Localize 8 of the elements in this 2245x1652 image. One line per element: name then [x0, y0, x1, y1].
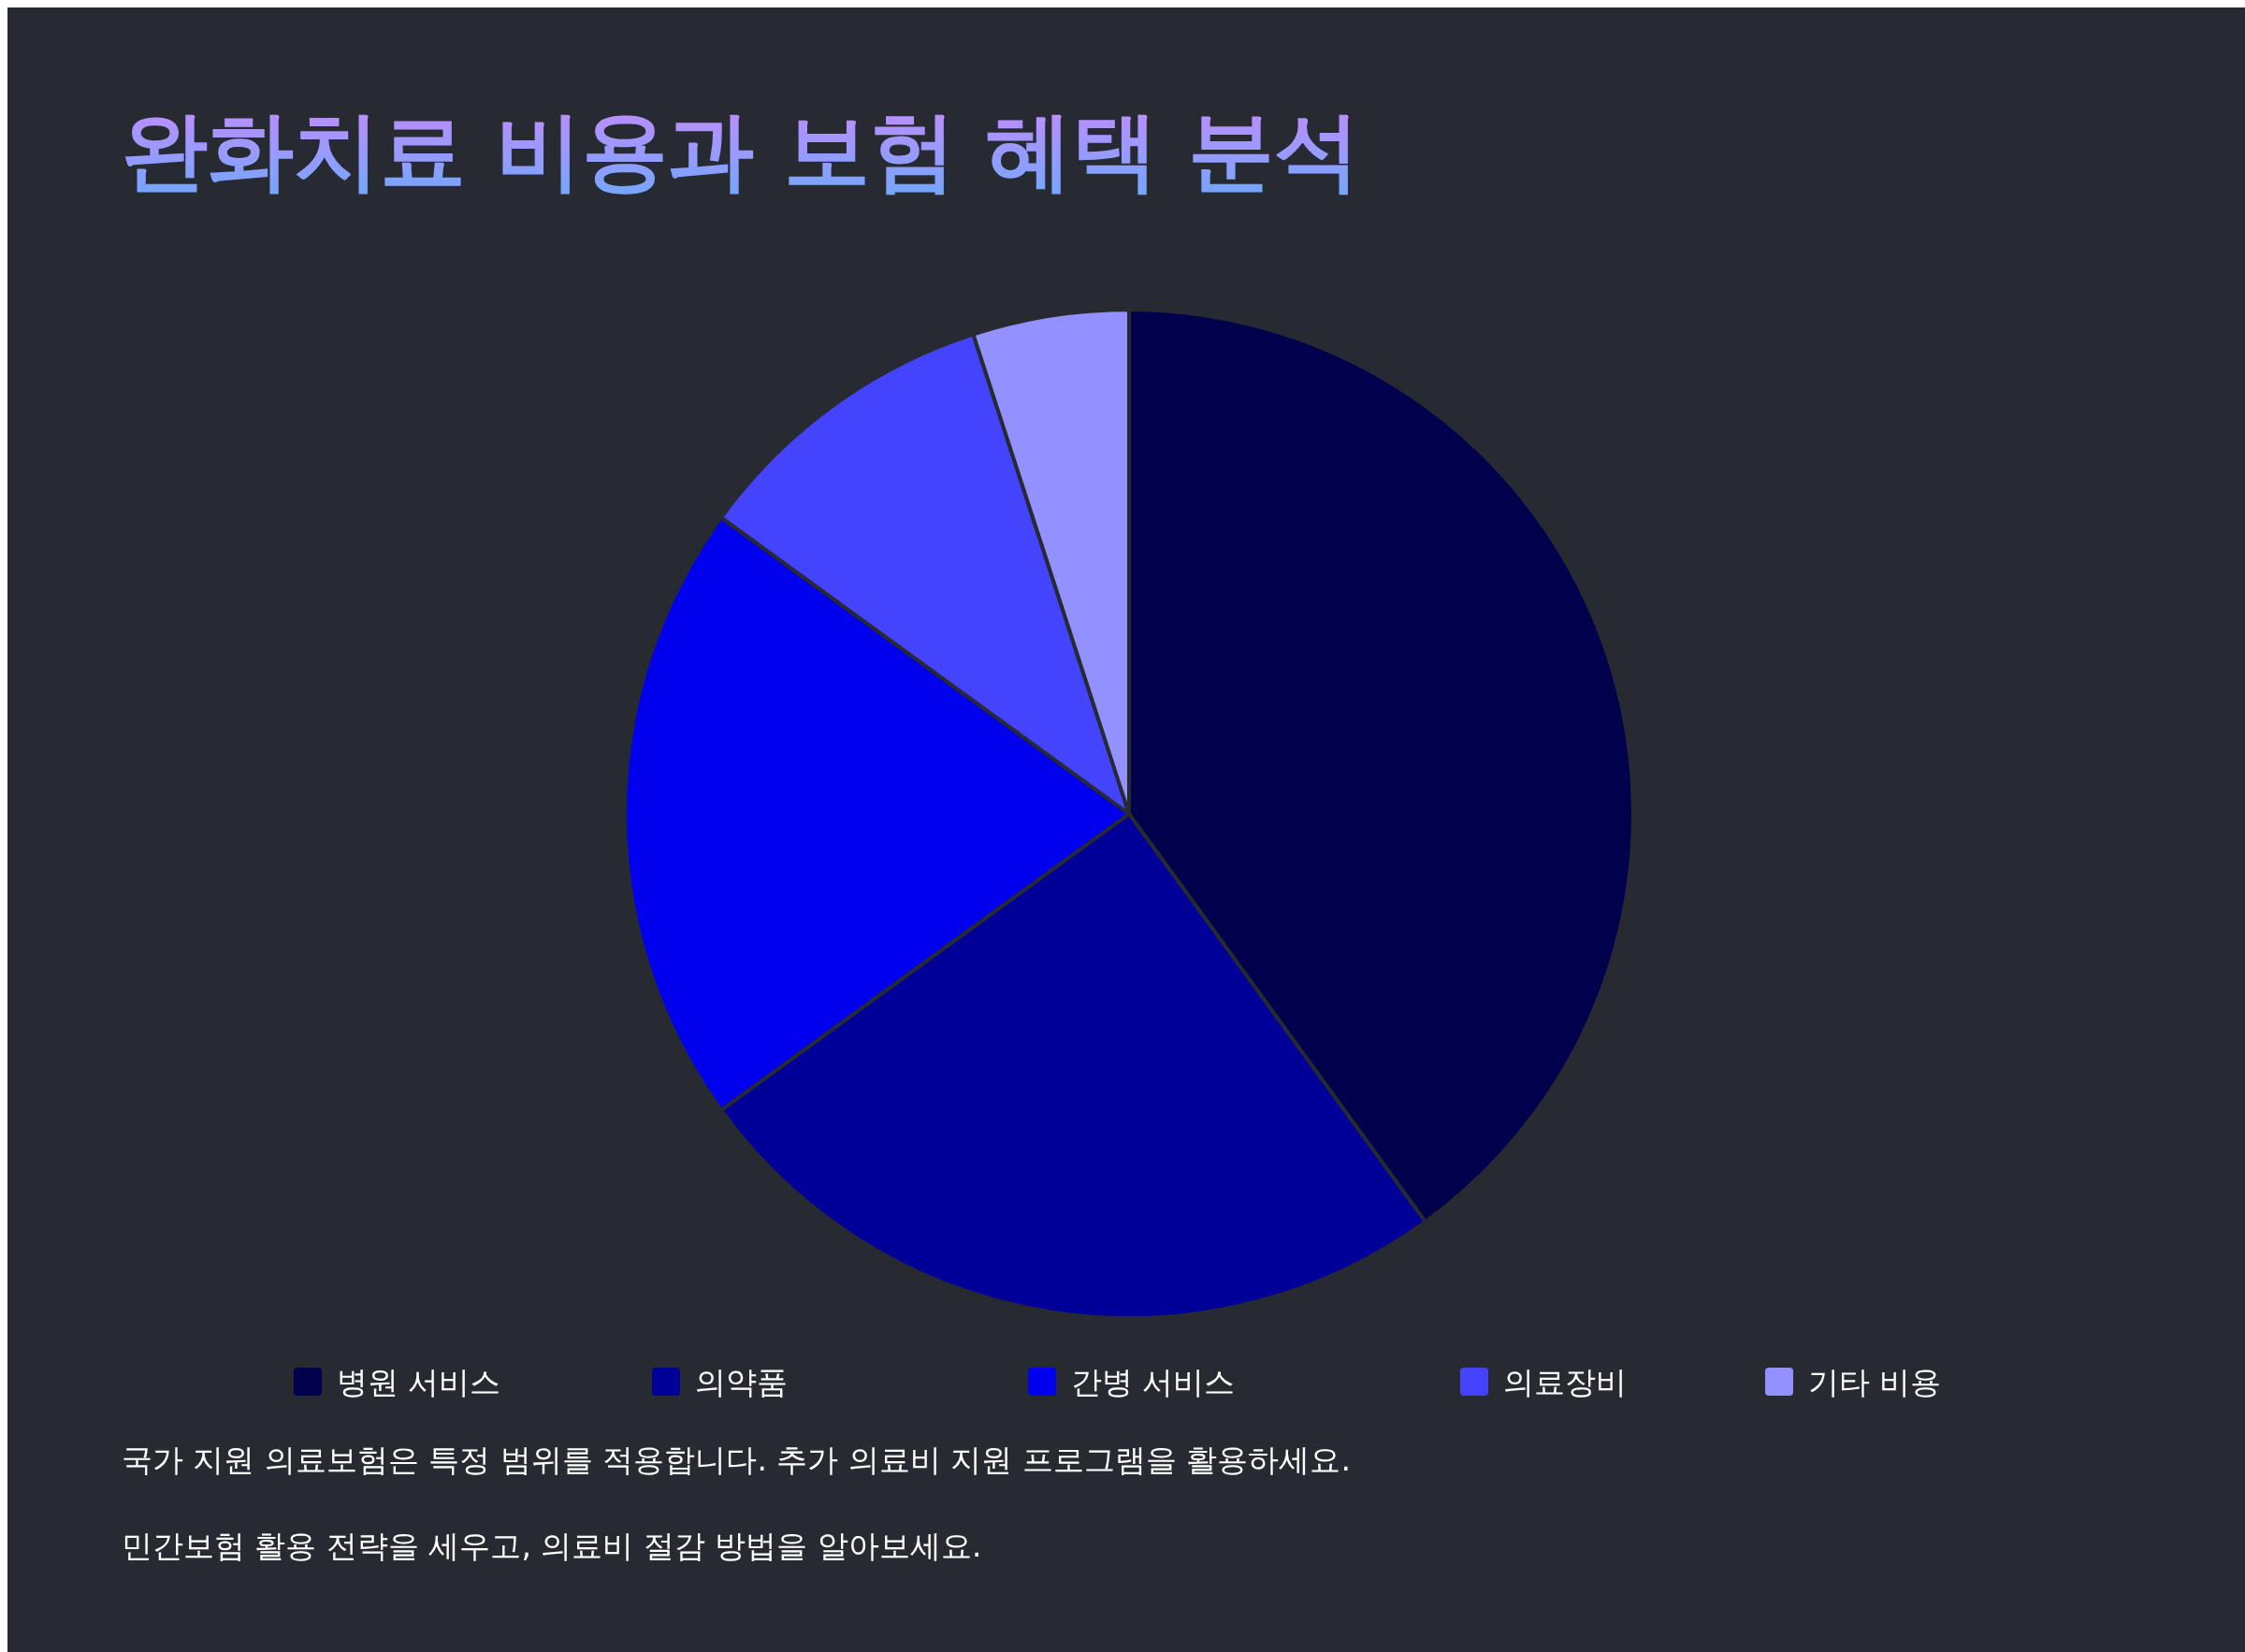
legend-label: 의료장비	[1503, 1363, 1627, 1400]
legend-label: 의약품	[695, 1363, 788, 1400]
legend-label: 병원 서비스	[337, 1363, 501, 1400]
text: 국가 지원 의료보험은 특정 범위를 적용합니다. 추가 의료비 지원 프로그램을 활용하세요.	[122, 1441, 1351, 1478]
legend-label: 기타 비용	[1808, 1363, 1942, 1400]
chart-title: 완화치료 비용과 보험 혜택 분석	[122, 101, 1361, 201]
legend-label: 간병 서비스	[1071, 1363, 1236, 1400]
text: 민간보험 활용 전략을 세우고, 의료비 절감 방법을 알아보세요.	[122, 1527, 982, 1564]
